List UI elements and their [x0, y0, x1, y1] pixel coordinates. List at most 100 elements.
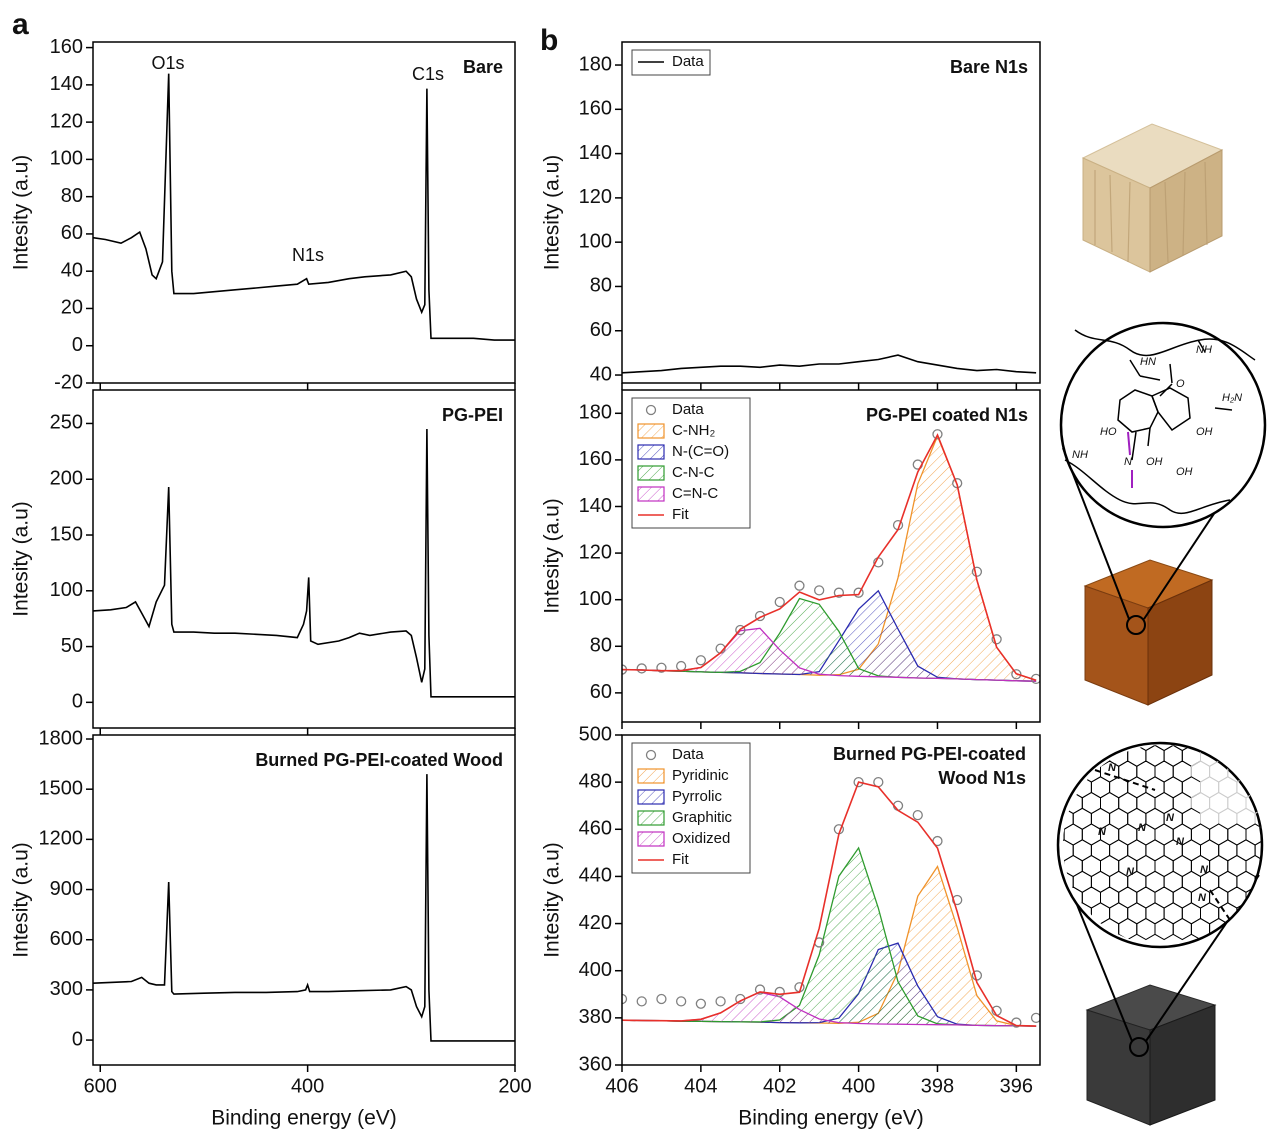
x-tick-label: 400: [842, 1075, 875, 1097]
burned-wood-cube: [1028, 714, 1274, 1125]
hexagon: [1046, 919, 1064, 940]
panel-label: a: [12, 8, 29, 41]
plot-frame: [622, 42, 1040, 383]
y-tick-label: 60: [590, 681, 612, 703]
hexagon: [1246, 919, 1264, 940]
legend-label: N-(C=O): [672, 443, 729, 460]
legend-label: Fit: [672, 506, 689, 523]
y-tick-label: 150: [50, 523, 83, 545]
data-point: [637, 997, 646, 1006]
y-axis-label: Intesity (a.u): [541, 155, 564, 271]
hexagon: [1028, 824, 1046, 845]
hexagon: [1246, 730, 1264, 751]
legend-swatch: [638, 811, 664, 825]
data-point: [716, 997, 725, 1006]
hexagon: [1228, 919, 1246, 940]
hexagon: [1082, 730, 1100, 751]
hexagon: [1210, 730, 1228, 751]
y-tick-label: 80: [590, 635, 612, 657]
y-tick-label: 0: [72, 334, 83, 356]
hexagon: [1110, 714, 1128, 735]
legend-swatch: [638, 445, 664, 459]
hexagon: [1255, 714, 1273, 735]
y-tick-label: 0: [72, 1028, 83, 1050]
y-tick-label: 0: [72, 691, 83, 713]
plot-area: [622, 355, 1036, 373]
hexagon: [1228, 730, 1246, 751]
y-tick-label: 40: [590, 363, 612, 385]
y-tick-label: 80: [61, 185, 83, 207]
data-point: [637, 664, 646, 673]
hexagon: [1146, 714, 1164, 735]
y-tick-label: -20: [54, 371, 83, 393]
hexagon: [1028, 919, 1046, 940]
x-tick-label: 396: [1000, 1075, 1033, 1097]
y-tick-label: 60: [61, 222, 83, 244]
hexagon: [1046, 761, 1064, 782]
y-tick-label: 600: [50, 928, 83, 950]
subplot: 406080100120140160180Intesity (a.u)bBare…: [540, 24, 1040, 390]
plot-frame: [93, 735, 515, 1065]
hexagon: [1028, 793, 1046, 814]
plot-title: Wood N1s: [938, 768, 1026, 788]
plot-title: Bare N1s: [950, 57, 1028, 77]
y-tick-label: 440: [579, 865, 612, 887]
hexagon: [1255, 777, 1273, 798]
y-tick-label: 380: [579, 1006, 612, 1028]
plot-title: Burned PG-PEI-coated: [833, 744, 1026, 764]
data-point: [1032, 1013, 1041, 1022]
hexagon: [1219, 714, 1237, 735]
plot-area: [93, 429, 515, 697]
legend-label: C=N-C: [672, 485, 718, 502]
hexagon: [1255, 903, 1273, 924]
subplot: 6080100120140160180Intesity (a.u)PG-PEI …: [541, 390, 1041, 729]
chem-label: N: [1198, 892, 1207, 904]
series-line: [93, 774, 515, 1041]
hexagon: [1046, 887, 1064, 908]
hexagon: [1055, 903, 1073, 924]
y-tick-label: 400: [579, 959, 612, 981]
y-axis-label: Intesity (a.u): [541, 842, 564, 958]
data-point: [874, 778, 883, 787]
y-tick-label: 100: [579, 230, 612, 252]
data-point: [795, 581, 804, 590]
chem-label: H₂N: [1222, 392, 1242, 404]
y-tick-label: 60: [590, 319, 612, 341]
y-tick-label: 160: [579, 448, 612, 470]
legend-swatch: [638, 790, 664, 804]
panel-label: b: [540, 24, 558, 57]
y-tick-label: 300: [50, 978, 83, 1000]
y-tick-label: 120: [579, 541, 612, 563]
hexagon: [1046, 793, 1064, 814]
y-tick-label: 460: [579, 818, 612, 840]
chem-label: NH: [1196, 344, 1212, 356]
hexagon: [1064, 730, 1082, 751]
y-tick-label: 200: [50, 468, 83, 490]
y-tick-label: 40: [61, 259, 83, 281]
chem-label: OH: [1146, 456, 1163, 468]
data-point: [657, 995, 666, 1004]
hexagon: [1101, 730, 1119, 751]
x-tick-label: 600: [84, 1075, 117, 1097]
x-axis-label: Binding energy (eV): [738, 1107, 924, 1130]
y-tick-label: 180: [579, 53, 612, 75]
y-axis-label: Intesity (a.u): [10, 842, 33, 958]
chem-label: N: [1098, 826, 1107, 838]
hexagon: [1201, 714, 1219, 735]
y-tick-label: 20: [61, 297, 83, 319]
legend-label: Pyrrolic: [672, 788, 723, 805]
hexagon: [1064, 919, 1082, 940]
series-line: [622, 355, 1036, 373]
hexagon: [1046, 730, 1064, 751]
hexagon: [1237, 745, 1255, 766]
series-line: [93, 429, 515, 697]
y-tick-label: 50: [61, 635, 83, 657]
y-tick-label: 100: [50, 579, 83, 601]
y-tick-label: 80: [590, 275, 612, 297]
hexagon: [1182, 714, 1200, 735]
hexagon: [1191, 730, 1209, 751]
y-tick-label: 120: [579, 186, 612, 208]
y-tick-label: 160: [579, 98, 612, 120]
legend-swatch: [638, 466, 664, 480]
hexagon: [1237, 714, 1255, 735]
